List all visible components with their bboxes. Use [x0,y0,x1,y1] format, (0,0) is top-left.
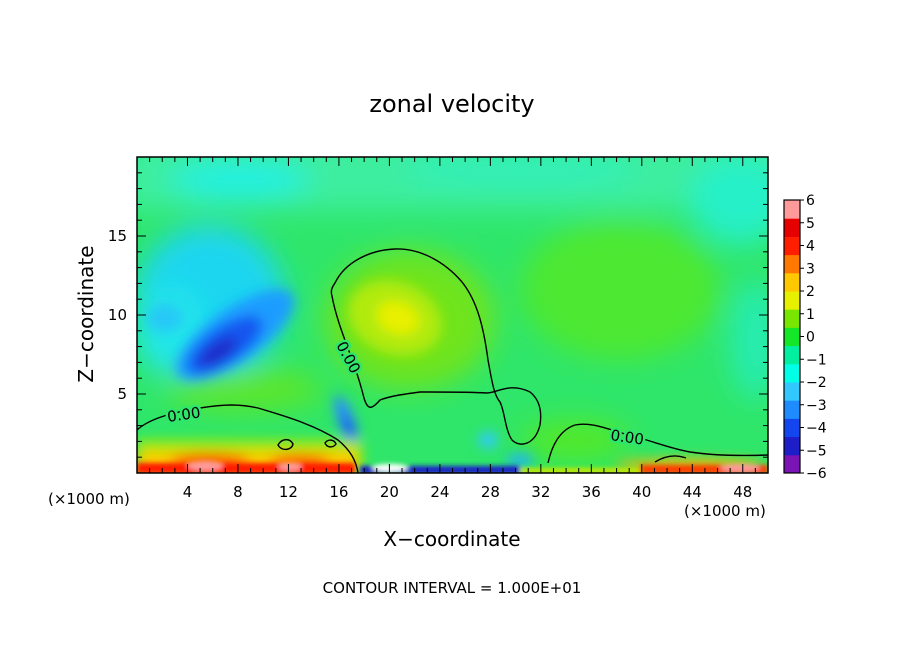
x-tick-label: 8 [233,483,243,501]
colorbar: 6 5 4 3 2 1 0 −1 −2 −3 −4 −5 −6 [783,193,827,482]
zero-contours [137,248,768,473]
colorbar-tick-label: −3 [806,398,827,414]
colorbar-swatch [784,218,800,237]
colorbar-swatch [784,236,800,256]
x-tick-label: 20 [380,483,399,501]
colorbar-tick-label: −5 [806,443,827,459]
x-axis-label: X−coordinate [383,527,520,551]
colorbar-swatch [784,363,800,383]
colorbar-swatch [784,272,800,292]
y-axis: 5 10 15 [108,172,768,458]
x-tick-label: 44 [683,483,702,501]
y-tick-label: 5 [117,385,127,403]
colorbar-swatch [784,327,800,347]
y-tick-label: 10 [108,306,127,324]
colorbar-tick-label: −2 [806,375,827,391]
colorbar-tick-label: −6 [806,466,827,482]
colorbar-swatch [784,454,800,474]
colorbar-tick-label: 4 [806,239,815,255]
colorbar-swatch [784,254,800,274]
contour-interval-note: CONTOUR INTERVAL = 1.000E+01 [323,579,582,597]
x-tick-label: 4 [183,483,193,501]
x-tick-label: 12 [279,483,298,501]
colorbar-tick-label: 0 [806,330,815,346]
colorbar-tick-label: 2 [806,284,815,300]
x-tick-label: 40 [632,483,651,501]
heatmap-field: 0.00 0.00 0.00 [137,157,768,473]
x-tick-label: 28 [481,483,500,501]
colorbar-swatch [784,345,800,365]
colorbar-tick-label: −4 [806,421,827,437]
colorbar-tick-label: 3 [806,261,815,277]
colorbar-swatch [784,382,800,401]
colorbar-swatch [784,309,800,328]
x-tick-label: 48 [733,483,752,501]
colorbar-tick-label: 5 [806,216,815,232]
colorbar-tick-label: 6 [806,193,815,209]
x-unit-left: (×1000 m) [48,490,130,508]
colorbar-swatch [784,291,800,310]
y-axis-label: Z−coordinate [74,245,98,382]
x-axis: 4 8 12 16 20 24 28 32 36 40 44 48 [149,157,756,501]
colorbar-tick-label: 1 [806,307,815,323]
colorbar-swatch [784,418,800,438]
colorbar-swatch [784,200,800,219]
x-tick-label: 36 [582,483,601,501]
colorbar-tick-label: −1 [806,352,827,368]
colorbar-swatch [784,400,800,419]
x-tick-label: 16 [329,483,348,501]
y-tick-label: 15 [108,227,127,245]
x-tick-label: 32 [531,483,550,501]
x-tick-label: 24 [430,483,449,501]
colorbar-swatch [784,436,800,456]
x-unit-right: (×1000 m) [684,502,766,520]
chart-title: zonal velocity [369,90,534,118]
